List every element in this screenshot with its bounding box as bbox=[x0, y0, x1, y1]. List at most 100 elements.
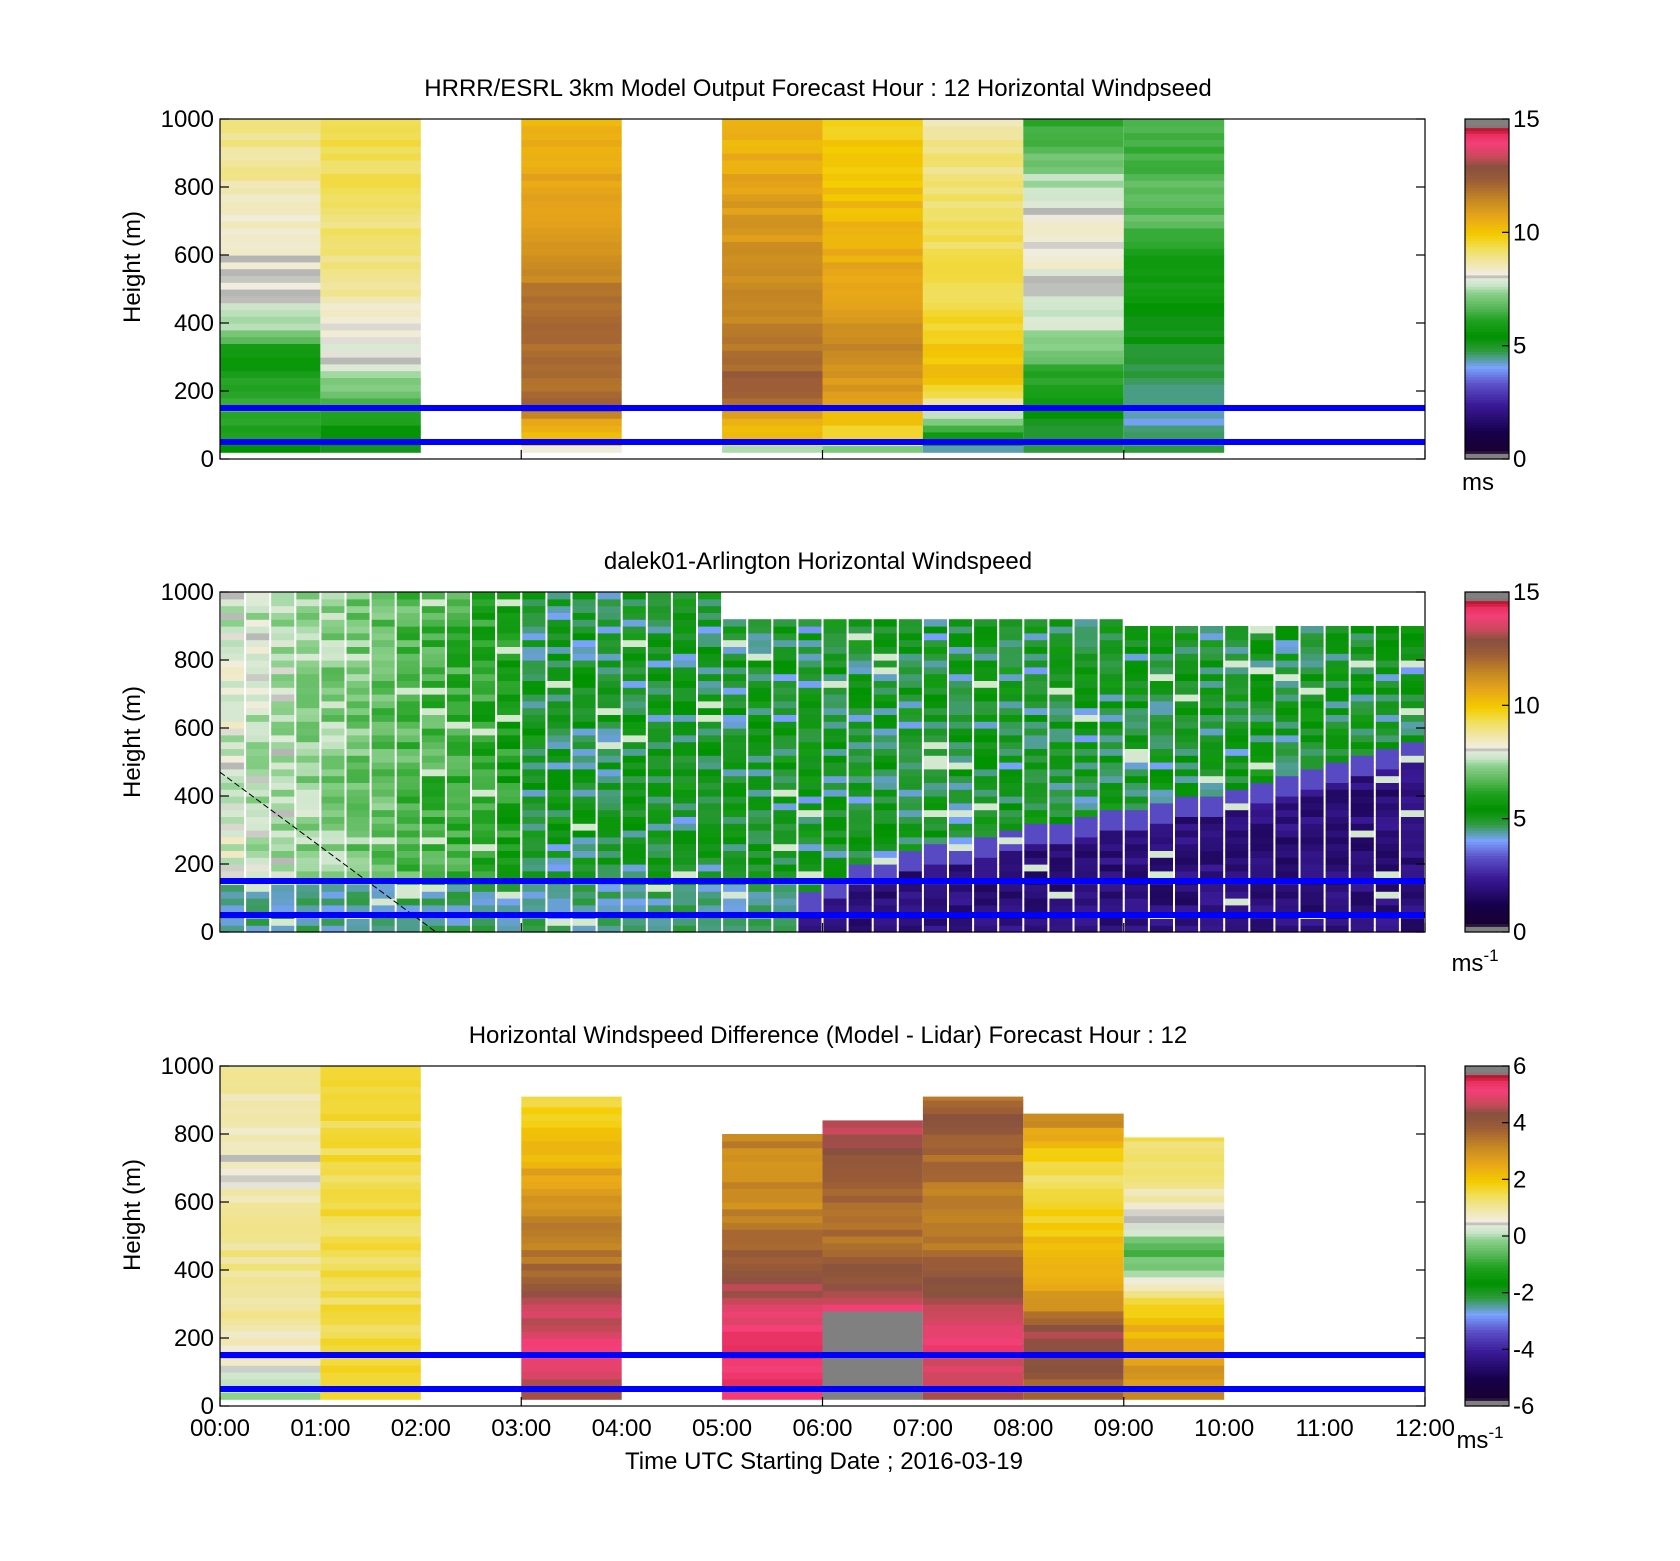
heatmap-cell bbox=[597, 830, 621, 838]
heatmap-cell bbox=[522, 918, 546, 926]
heatmap-cell bbox=[1350, 802, 1374, 811]
heatmap-cell bbox=[521, 1242, 622, 1251]
heatmap-cell bbox=[572, 925, 596, 933]
colorbar-segment bbox=[1465, 286, 1509, 290]
heatmap-cell bbox=[522, 612, 546, 620]
colorbar-segment bbox=[1465, 289, 1509, 293]
colorbar-segment bbox=[1465, 1295, 1509, 1299]
heatmap-cell bbox=[371, 687, 395, 695]
heatmap-cell bbox=[647, 884, 671, 892]
colorbar-segment bbox=[1465, 150, 1509, 154]
heatmap-cell bbox=[1074, 836, 1098, 845]
heatmap-cell bbox=[1350, 884, 1374, 892]
heatmap-cell bbox=[1400, 673, 1424, 681]
heatmap-cell bbox=[1250, 673, 1274, 681]
colorbar-frame bbox=[1464, 118, 1510, 460]
heatmap-cell bbox=[1099, 775, 1123, 783]
heatmap-cell bbox=[848, 796, 872, 804]
panel-title: dalek01-Arlington Horizontal Windspeed bbox=[604, 548, 1032, 575]
heatmap-cell bbox=[922, 1304, 1024, 1312]
heatmap-cell bbox=[822, 1256, 923, 1264]
heatmap-cell bbox=[1023, 1276, 1124, 1285]
colorbar-unit: ms-1 bbox=[1456, 1423, 1503, 1454]
heatmap-cell bbox=[1074, 925, 1098, 933]
heatmap-cell bbox=[296, 870, 320, 879]
heatmap-cell bbox=[722, 316, 823, 324]
heatmap-cell bbox=[1400, 830, 1424, 838]
heatmap-cell bbox=[1175, 741, 1199, 749]
heatmap-cell bbox=[1074, 741, 1098, 749]
colorbar-segment bbox=[1465, 767, 1509, 772]
heatmap-cell bbox=[572, 612, 596, 620]
colorbar-segment bbox=[1465, 218, 1509, 222]
heatmap-cell bbox=[999, 721, 1023, 729]
heatmap-cell bbox=[1250, 816, 1274, 824]
heatmap-cell bbox=[271, 796, 295, 804]
heatmap-cell bbox=[848, 925, 872, 933]
heatmap-cell bbox=[848, 748, 872, 756]
heatmap-cell bbox=[1200, 836, 1224, 845]
heatmap-cell bbox=[1300, 768, 1324, 777]
heatmap-cell bbox=[521, 234, 622, 242]
heatmap-cell bbox=[873, 632, 897, 641]
heatmap-cell bbox=[1200, 626, 1224, 634]
colorbar-segment bbox=[1465, 320, 1509, 324]
heatmap-cell bbox=[949, 843, 973, 851]
heatmap-cell bbox=[597, 660, 621, 668]
heatmap-cell bbox=[922, 125, 1024, 134]
heatmap-cell bbox=[1124, 734, 1148, 743]
heatmap-cell bbox=[798, 734, 822, 743]
heatmap-cell bbox=[823, 768, 847, 777]
heatmap-cell bbox=[1024, 898, 1048, 906]
heatmap-cell bbox=[321, 782, 345, 790]
heatmap-cell bbox=[672, 626, 696, 634]
heatmap-cell bbox=[521, 1283, 622, 1291]
heatmap-cell bbox=[922, 241, 1024, 249]
heatmap-cell bbox=[220, 1168, 321, 1176]
heatmap-cell bbox=[722, 431, 823, 440]
heatmap-cell bbox=[1375, 789, 1399, 797]
heatmap-cell bbox=[321, 809, 345, 817]
heatmap-cell bbox=[1023, 268, 1124, 276]
heatmap-cell bbox=[1023, 1242, 1124, 1251]
heatmap-cell bbox=[923, 850, 947, 858]
heatmap-cell bbox=[672, 605, 696, 613]
heatmap-cell bbox=[1123, 1249, 1225, 1257]
heatmap-cell bbox=[923, 830, 947, 838]
heatmap-cell bbox=[647, 734, 671, 743]
heatmap-cell bbox=[999, 660, 1023, 668]
heatmap-cell bbox=[1175, 707, 1199, 715]
heatmap-cell bbox=[497, 782, 521, 790]
heatmap-cell bbox=[722, 357, 823, 365]
colorbar-segment bbox=[1465, 274, 1509, 279]
heatmap-cell bbox=[296, 755, 320, 763]
colorbar-segment bbox=[1465, 804, 1509, 808]
heatmap-cell bbox=[1024, 714, 1048, 722]
heatmap-cell bbox=[1123, 316, 1225, 324]
heatmap-cell bbox=[1124, 782, 1148, 790]
heatmap-cell bbox=[320, 1378, 421, 1387]
heatmap-cell bbox=[672, 782, 696, 790]
heatmap-cell bbox=[698, 734, 722, 743]
heatmap-cell bbox=[748, 816, 772, 824]
heatmap-cell bbox=[722, 1256, 823, 1264]
heatmap-cell bbox=[722, 146, 823, 154]
heatmap-cell bbox=[922, 214, 1024, 222]
heatmap-cell bbox=[949, 694, 973, 702]
heatmap-cell bbox=[647, 782, 671, 790]
heatmap-cell bbox=[647, 891, 671, 899]
heatmap-cell bbox=[698, 728, 722, 736]
colorbar-segment bbox=[1465, 1377, 1509, 1382]
heatmap-cell bbox=[1300, 823, 1324, 831]
heatmap-cell bbox=[1149, 700, 1173, 709]
heatmap-cell bbox=[622, 789, 646, 797]
heatmap-cell bbox=[220, 302, 321, 310]
colorbar-segment bbox=[1465, 266, 1509, 270]
heatmap-cell bbox=[220, 1140, 321, 1149]
heatmap-cell bbox=[1225, 823, 1249, 831]
heatmap-cell bbox=[722, 1263, 823, 1271]
heatmap-cell bbox=[848, 836, 872, 845]
colorbar-segment bbox=[1465, 1267, 1509, 1271]
heatmap-cell bbox=[722, 132, 823, 140]
heatmap-cell bbox=[521, 1310, 622, 1319]
